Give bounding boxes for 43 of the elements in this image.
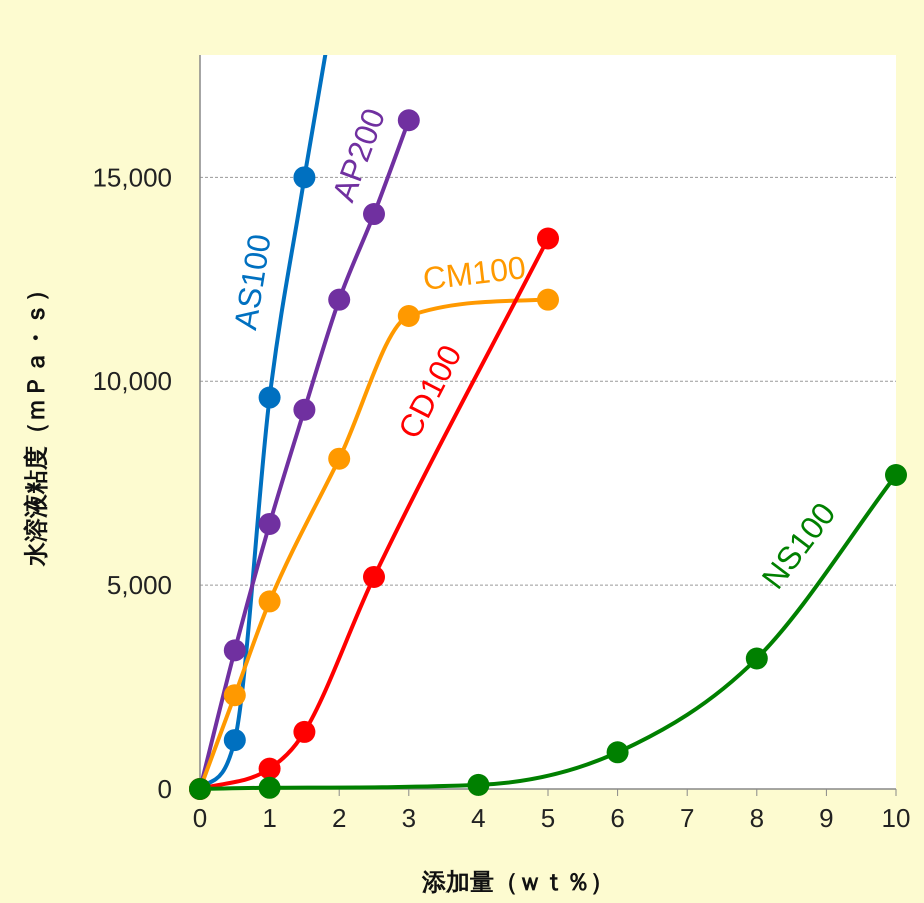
point — [746, 648, 768, 670]
text: CM100 — [421, 249, 528, 297]
point — [258, 758, 281, 780]
y-axis-title: 水溶液粘度（ｍＰａ・ｓ） — [23, 278, 50, 567]
x-tick-label: 1 — [262, 803, 277, 833]
x-tick-label: 8 — [750, 803, 764, 833]
point — [537, 228, 559, 250]
x-tick-label: 0 — [192, 803, 208, 833]
point — [328, 448, 350, 470]
point — [258, 386, 281, 409]
point — [293, 166, 316, 188]
x-tick-label: 7 — [680, 803, 694, 833]
point — [293, 720, 316, 743]
y-tick-label: 0 — [158, 774, 172, 804]
x-tick-label: 5 — [540, 803, 556, 833]
x-tick-label: 10 — [882, 803, 910, 833]
point — [258, 512, 281, 535]
point — [258, 590, 281, 612]
point — [398, 304, 420, 327]
x-tick-label: 6 — [610, 803, 625, 833]
x-tick-label: 4 — [471, 803, 486, 833]
point — [224, 684, 246, 706]
point — [537, 288, 559, 311]
point — [885, 464, 907, 486]
y-tick-label: 15,000 — [92, 162, 172, 192]
x-axis-title: 添加量（ｗｔ％） — [421, 869, 614, 896]
point — [293, 398, 316, 421]
y-tick-label: 10,000 — [92, 366, 172, 396]
point — [224, 639, 246, 662]
y-tick-label: 5,000 — [106, 570, 172, 600]
point — [328, 288, 350, 311]
point — [224, 729, 246, 752]
x-tick-label: 9 — [819, 803, 834, 833]
text: AP200 — [325, 104, 392, 206]
point — [363, 203, 385, 226]
point — [258, 776, 281, 799]
point — [606, 741, 629, 764]
x-tick-label: 2 — [332, 803, 346, 833]
point — [467, 774, 490, 796]
point — [363, 566, 385, 588]
text: AS100 — [227, 232, 278, 332]
point — [398, 109, 420, 132]
x-tick-label: 3 — [402, 803, 416, 833]
